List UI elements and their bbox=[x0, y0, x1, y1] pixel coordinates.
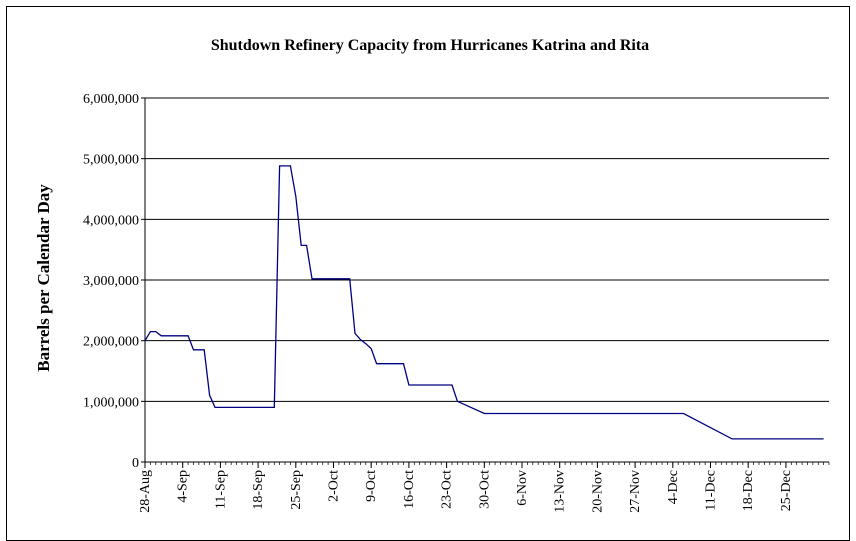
y-tick-label: 0 bbox=[132, 456, 139, 471]
x-tick-label: 18-Dec bbox=[741, 470, 756, 511]
x-tick-label: 30-Oct bbox=[477, 470, 492, 509]
y-tick-label: 3,000,000 bbox=[83, 274, 139, 289]
x-tick-label: 4-Sep bbox=[176, 470, 191, 503]
x-tick-label: 25-Sep bbox=[289, 470, 304, 510]
axes bbox=[141, 97, 830, 468]
y-tick-label: 6,000,000 bbox=[83, 92, 139, 107]
x-tick-label: 11-Sep bbox=[213, 470, 228, 509]
y-tick-label: 1,000,000 bbox=[83, 395, 139, 410]
gridlines bbox=[145, 97, 829, 402]
x-tick-label: 6-Nov bbox=[515, 470, 530, 506]
series-line bbox=[144, 165, 824, 440]
x-tick-label: 16-Oct bbox=[402, 470, 417, 509]
chart-frame bbox=[6, 6, 850, 541]
y-tick-labels: 0 1,000,000 2,000,000 3,000,000 4,000,000 5,0… bbox=[83, 92, 139, 471]
series-layer bbox=[144, 165, 824, 440]
y-tick-label: 5,000,000 bbox=[83, 153, 139, 168]
x-tick-label: 2-Oct bbox=[327, 470, 342, 502]
chart-title: Shutdown Refinery Capacity from Hurrican… bbox=[211, 37, 649, 54]
x-tick-label: 9-Oct bbox=[364, 470, 379, 502]
x-tick-label: 28-Aug bbox=[138, 470, 153, 513]
x-tick-label: 25-Dec bbox=[779, 470, 794, 511]
x-tick-label: 23-Oct bbox=[440, 470, 455, 509]
y-tick-label: 4,000,000 bbox=[83, 213, 139, 228]
x-tick-label: 18-Sep bbox=[251, 470, 266, 510]
y-axis-label: Barrels per Calendar Day bbox=[34, 184, 53, 372]
x-tick-label: 11-Dec bbox=[704, 470, 719, 511]
x-tick-label: 20-Nov bbox=[590, 470, 605, 513]
x-tick-label: 4-Dec bbox=[666, 470, 681, 504]
x-tick-label: 27-Nov bbox=[628, 470, 643, 513]
x-tick-label: 13-Nov bbox=[553, 470, 568, 513]
y-tick-label: 2,000,000 bbox=[83, 335, 139, 350]
x-tick-labels: 28-Aug 4-Sep 11-Sep 18-Sep 25-Sep 2-Oct 9-Oct 1… bbox=[138, 470, 794, 513]
